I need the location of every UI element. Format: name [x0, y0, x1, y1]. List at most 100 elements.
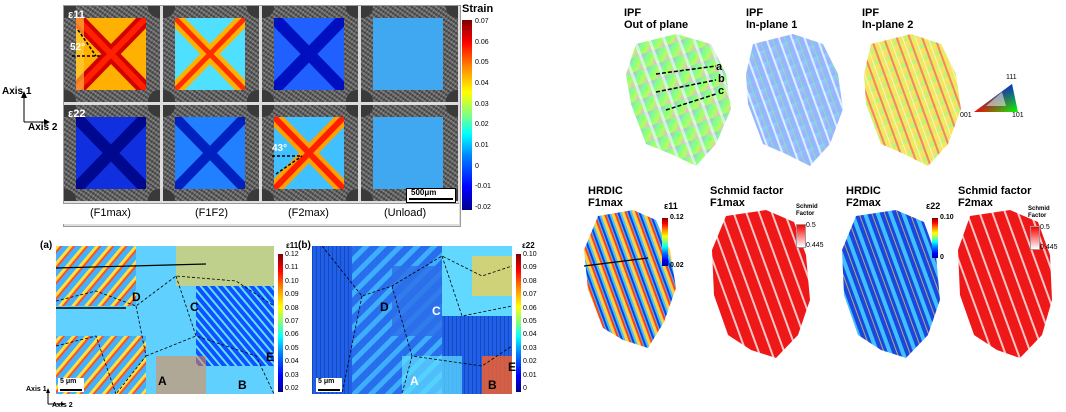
panel-a-label: (a): [40, 240, 53, 251]
map-e11-f1max: [64, 6, 160, 102]
marker-a: a: [716, 61, 723, 73]
marker-b: b: [718, 73, 725, 85]
angle-lines-top: [72, 30, 102, 57]
panel-b-label: (b): [298, 240, 311, 251]
panel-a-map: [56, 246, 274, 394]
br-cb1: [662, 218, 668, 266]
map-e22-f1f2: [163, 105, 259, 201]
br-cb4: [1030, 226, 1040, 250]
colorbar-tick: 0.06: [285, 331, 299, 339]
angle-43: 43°: [272, 143, 288, 154]
colorbar-tick: 0: [523, 385, 527, 392]
br-cb1-max: 0.12: [670, 214, 684, 221]
axis-indicator: [21, 91, 50, 125]
colorbar-tick: -0.01: [475, 183, 491, 191]
colorbar-tick: 0.01: [475, 142, 489, 149]
colorbar-tick: 0.01: [523, 371, 537, 379]
axis1-label: Axis 1: [2, 86, 32, 97]
br-cb1-title: ε11: [664, 201, 678, 211]
colorbar-tick: 0.05: [475, 59, 489, 67]
colorbar-tick: 0.04: [523, 331, 537, 339]
br-title-1-l1: HRDIC: [588, 185, 623, 197]
br-title-3-l1: HRDIC: [846, 185, 881, 197]
triangle-001: 001: [960, 112, 972, 119]
colorbar-tick: 0.08: [285, 304, 299, 312]
ipf-title-3-l1: IPF: [862, 7, 880, 19]
colorbar-tick: 0.12: [285, 251, 299, 258]
br-cb2-max: 0.5: [806, 222, 816, 229]
col-unload: (Unload): [384, 207, 427, 219]
br-cb2-title: Schmid Factor: [796, 204, 818, 217]
schmid-f2max-map: [958, 210, 1052, 358]
grain-b-b: B: [488, 378, 497, 392]
grain-a-c: C: [190, 300, 199, 314]
br-cb2: [796, 224, 806, 248]
angle-52: 52°: [70, 42, 86, 53]
ipf-title-1-l1: IPF: [624, 7, 642, 19]
colorbar-tick: 0.03: [475, 100, 489, 108]
colorbar-tick: 0.08: [523, 277, 537, 285]
br-cb3-max: 0.10: [940, 214, 954, 221]
scalebar: 500μm: [406, 188, 456, 203]
panel-a-axis1: Axis 1: [26, 386, 47, 393]
colorbar-tick: 0.05: [285, 344, 299, 352]
angle-lines-bottom: [272, 155, 303, 175]
br-cb4-min: 0.445: [1040, 244, 1058, 251]
panel-a-scale-label: 5 μm: [60, 378, 77, 385]
col-f2max: (F2max): [288, 207, 329, 219]
colorbar-tick: 0.02: [475, 121, 489, 129]
panel-a-colorbar: [278, 254, 283, 392]
colorbar-tick: 0.11: [285, 264, 299, 272]
colorbar-tick: 0.03: [523, 344, 537, 352]
colorbar-tick: 0.05: [523, 318, 537, 325]
col-f1max: (F1max): [90, 207, 131, 219]
panel-a-scalebar: 5 μm: [58, 378, 84, 392]
map-e22-f1max: [64, 105, 160, 201]
br-title-4-l2: F2max: [958, 197, 993, 209]
ipf-title-2-l2: In-plane 1: [746, 19, 798, 31]
panel-a-axis2: Axis 2: [52, 402, 73, 409]
colorbar-tick: 0.07: [523, 291, 537, 299]
row-label-e11: ε11: [68, 9, 85, 21]
br-title-1-l2: F1max: [588, 197, 623, 209]
colorbar-tick: 0: [475, 162, 479, 170]
column-label-strip: [63, 203, 459, 224]
grain-a-a: A: [158, 374, 167, 388]
colorbar-tick: 0.03: [285, 371, 299, 379]
colorbar-tick: 0.04: [475, 80, 489, 87]
colorbar-tick: 0.04: [285, 358, 299, 366]
ipf-map-out-of-plane: [626, 34, 731, 166]
br-title-4-l1: Schmid factor: [958, 185, 1032, 197]
colorbar-tick: 0.10: [523, 251, 537, 258]
br-title-2-l2: F1max: [710, 197, 745, 209]
colorbar-tick: -0.02: [475, 204, 491, 211]
triangle-101: 101: [1012, 112, 1024, 119]
grain-b-d: D: [380, 300, 389, 314]
hrdic-f1max-map: [583, 210, 676, 348]
grain-b-e: E: [508, 360, 517, 374]
br-cb3-title: ε22: [926, 201, 941, 211]
axis2-label: Axis 2: [28, 122, 58, 133]
br-cb1-min: 0.02: [670, 262, 684, 269]
panel-a-cb-title: ε11: [286, 241, 299, 250]
panel-b-cb-title: ε22: [522, 241, 535, 250]
grain-a-b: B: [238, 378, 247, 392]
strain-colorbar: [462, 20, 472, 210]
br-title-3-l2: F2max: [846, 197, 881, 209]
colorbar-tick: 0.10: [285, 277, 299, 285]
br-title-2-l1: Schmid factor: [710, 185, 784, 197]
ipf-map-in-plane-1: [746, 34, 843, 166]
map-e11-unload: [361, 6, 458, 102]
ipf-title-2-l1: IPF: [746, 7, 764, 19]
ipf-title-1-l2: Out of plane: [624, 19, 689, 31]
marker-c: c: [718, 85, 725, 97]
panel-b-scale-label: 5 μm: [318, 378, 335, 385]
map-e11-f1f2: [163, 6, 259, 102]
triangle-111: 111: [1006, 74, 1017, 81]
col-f1f2: (F1F2): [195, 207, 228, 219]
colorbar-tick: 0.09: [523, 264, 537, 272]
br-cb4-max: 0.5: [1040, 224, 1050, 231]
colorbar-title: Strain: [462, 3, 494, 15]
br-cb4-title: Schmid Factor: [1028, 206, 1050, 219]
scalebar-label: 500μm: [411, 188, 437, 197]
